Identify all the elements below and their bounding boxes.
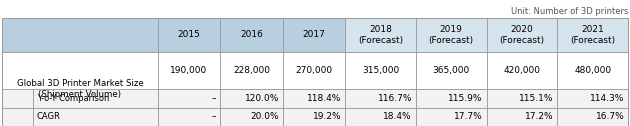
- Bar: [345, 89, 416, 108]
- Text: 2020
(Forecast): 2020 (Forecast): [500, 25, 544, 45]
- Text: 114.3%: 114.3%: [590, 94, 624, 103]
- Bar: [220, 108, 283, 126]
- Bar: [2, 108, 33, 126]
- Text: 270,000: 270,000: [295, 66, 333, 75]
- Text: Global 3D Printer Market Size
(Shipment Volume): Global 3D Printer Market Size (Shipment …: [16, 80, 143, 99]
- Bar: [283, 52, 345, 89]
- Bar: [283, 89, 345, 108]
- Text: 365,000: 365,000: [433, 66, 470, 75]
- Bar: [158, 89, 220, 108]
- Bar: [283, 108, 345, 126]
- Bar: [558, 52, 628, 89]
- Bar: [2, 18, 628, 126]
- Text: 115.9%: 115.9%: [449, 94, 483, 103]
- Text: 190,000: 190,000: [171, 66, 208, 75]
- Bar: [486, 52, 558, 89]
- Text: –: –: [212, 112, 217, 121]
- Text: 2021
(Forecast): 2021 (Forecast): [570, 25, 616, 45]
- Bar: [416, 18, 486, 52]
- Text: 120.0%: 120.0%: [244, 94, 279, 103]
- Text: 17.7%: 17.7%: [454, 112, 483, 121]
- Bar: [220, 52, 283, 89]
- Bar: [345, 52, 416, 89]
- Bar: [33, 108, 158, 126]
- Bar: [33, 89, 158, 108]
- Bar: [486, 18, 558, 52]
- Bar: [416, 108, 486, 126]
- Bar: [416, 52, 486, 89]
- Bar: [220, 89, 283, 108]
- Text: 480,000: 480,000: [574, 66, 611, 75]
- Bar: [283, 18, 345, 52]
- Bar: [2, 52, 158, 126]
- Text: –: –: [212, 94, 217, 103]
- Bar: [345, 18, 416, 52]
- Bar: [345, 108, 416, 126]
- Bar: [220, 18, 283, 52]
- Bar: [158, 52, 220, 89]
- Text: 315,000: 315,000: [362, 66, 399, 75]
- Bar: [558, 108, 628, 126]
- Text: 19.2%: 19.2%: [312, 112, 341, 121]
- Text: 2019
(Forecast): 2019 (Forecast): [428, 25, 474, 45]
- Text: Y-o-Y Comparison: Y-o-Y Comparison: [37, 94, 109, 103]
- Bar: [558, 18, 628, 52]
- Text: 2016: 2016: [240, 30, 263, 39]
- Text: 16.7%: 16.7%: [595, 112, 624, 121]
- Text: 2018
(Forecast): 2018 (Forecast): [358, 25, 403, 45]
- Bar: [558, 89, 628, 108]
- Bar: [416, 89, 486, 108]
- Text: 2015: 2015: [178, 30, 200, 39]
- Text: 2017: 2017: [302, 30, 325, 39]
- Text: 420,000: 420,000: [503, 66, 541, 75]
- Bar: [486, 89, 558, 108]
- Text: 228,000: 228,000: [233, 66, 270, 75]
- Bar: [2, 89, 33, 108]
- Text: 20.0%: 20.0%: [250, 112, 279, 121]
- Bar: [158, 108, 220, 126]
- Text: 18.4%: 18.4%: [384, 112, 412, 121]
- Bar: [486, 108, 558, 126]
- Bar: [2, 18, 158, 52]
- Text: 118.4%: 118.4%: [307, 94, 341, 103]
- Text: Unit: Number of 3D printers: Unit: Number of 3D printers: [511, 7, 628, 16]
- Text: 116.7%: 116.7%: [377, 94, 412, 103]
- Text: 115.1%: 115.1%: [519, 94, 554, 103]
- Text: 17.2%: 17.2%: [525, 112, 554, 121]
- Text: CAGR: CAGR: [37, 112, 60, 121]
- Bar: [158, 18, 220, 52]
